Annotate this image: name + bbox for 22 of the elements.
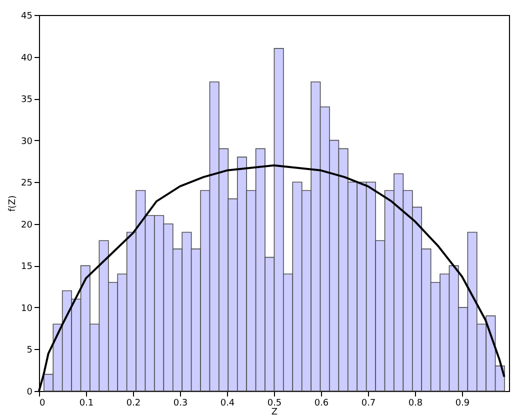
x-tick-label: 0.6 — [314, 398, 329, 408]
x-tick-label: 0.7 — [361, 398, 376, 408]
y-tick-label: 40 — [21, 53, 33, 64]
x-tick-label: 0.1 — [79, 398, 94, 408]
x-tick-label: 0.5 — [267, 398, 282, 408]
y-tick-label: 45 — [21, 12, 32, 22]
x-tick-label: 0 — [40, 398, 46, 408]
x-tick-label: 0.9 — [455, 398, 470, 408]
y-tick-label: 20 — [21, 220, 33, 230]
x-tick-label: 0.4 — [220, 398, 235, 408]
y-tick-label: 30 — [21, 136, 33, 147]
y-axis-title: f(Z) — [8, 195, 18, 212]
x-axis-title: Z — [271, 408, 278, 416]
y-tick-label: 15 — [21, 262, 32, 272]
x-tick-label: 0.2 — [126, 398, 141, 408]
y-tick-label: 0 — [26, 388, 33, 398]
y-tick-label: 35 — [21, 95, 32, 106]
x-tick-label: 0.3 — [173, 398, 188, 408]
y-tick-label: 5 — [26, 346, 32, 356]
x-tick-label: 0.8 — [408, 398, 423, 408]
y-tick-label: 10 — [21, 304, 33, 314]
y-tick-label: 25 — [21, 178, 32, 189]
